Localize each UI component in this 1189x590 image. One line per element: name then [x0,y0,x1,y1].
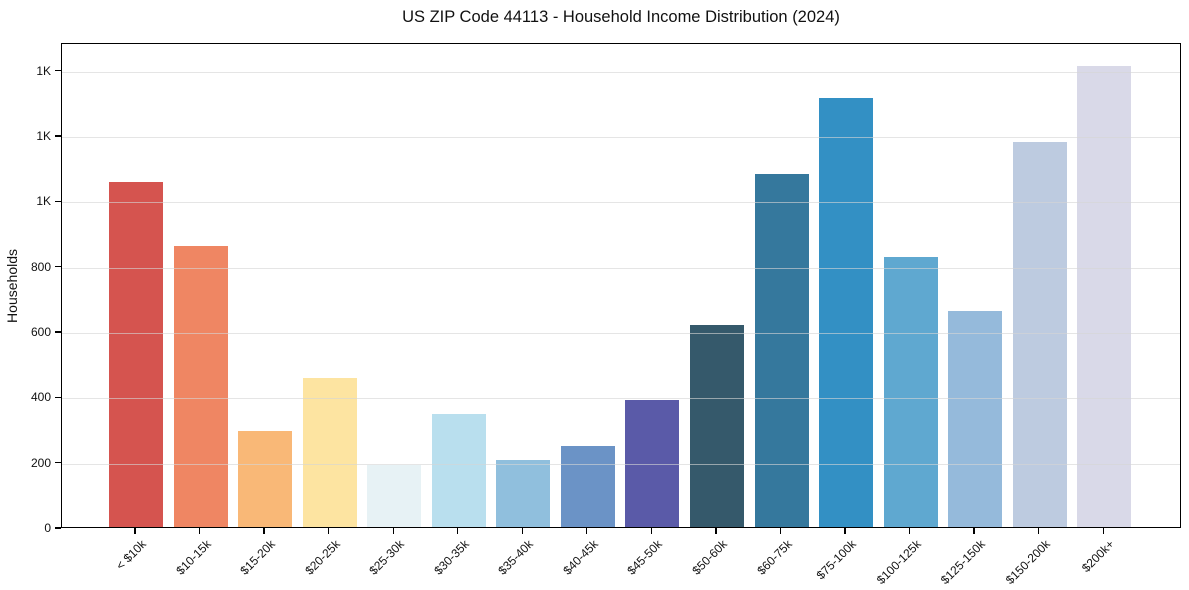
bar-25-30k [367,465,422,527]
bar-10-15k [173,245,228,527]
x-tick-label-100-125k: $100-125k [873,537,924,588]
x-tick-mark-25-30k [392,528,394,534]
x-tick-label-125-150k: $125-150k [937,537,988,588]
y-tick-label-0: 0 [44,521,51,535]
y-tick-label-400: 400 [30,390,51,405]
x-tick-mark-60-75k [779,528,782,534]
bar-50-60k [689,324,744,527]
y-tick-label-1400: 1K [36,63,51,78]
x-tick-mark-10-15k [198,528,201,534]
x-tick-label-20-25k: $20-25k [301,537,343,578]
x-tick-label-75-100k: $75-100k [813,537,859,583]
x-tick-label-30-35k: $30-35k [431,537,472,578]
y-tick-mark-1400 [55,70,61,72]
x-tick-label-200k: $200k+ [1079,537,1118,575]
plot-area [61,43,1181,528]
bar-40-45k [560,446,615,527]
bar-100-125k [883,257,938,527]
gridline-200 [62,463,1180,465]
y-tick-mark-400 [55,396,61,399]
x-tick-mark-30-35k [457,528,459,534]
gridline-600 [62,333,1180,334]
y-tick-label-1200: 1K [36,129,51,144]
x-tick-label-15-20k: $15-20k [237,537,278,578]
x-tick-mark-125-150k [973,528,975,534]
bar-75-100k [819,97,874,527]
x-tick-label-10-15k: $10-15k [172,537,214,578]
x-tick-mark-45-50k [650,528,653,534]
y-tick-mark-1000 [55,200,61,203]
bar-45-50k [625,400,680,527]
bar-60-75k [754,173,809,527]
x-tick-label-10k: < $10k [113,537,149,573]
gridline-1000 [62,202,1180,204]
y-tick-mark-200 [55,462,61,464]
x-tick-label-60-75k: $60-75k [753,537,795,578]
x-tick-label-45-50k: $45-50k [624,537,666,578]
y-tick-label-600: 600 [30,325,51,339]
bar-200k [1077,66,1132,527]
y-axis-label-wrap: Households [2,43,22,528]
x-tick-label-50-60k: $50-60k [689,537,730,578]
bar-150-200k [1012,141,1067,527]
x-tick-label-150-200k: $150-200k [1002,537,1053,588]
x-tick-mark-100-125k [908,528,911,534]
bar-35-40k [496,460,551,527]
gridline-800 [62,267,1180,269]
gridline-1400 [62,71,1180,73]
bar-125-150k [948,310,1003,527]
y-tick-mark-800 [55,266,61,268]
x-tick-label-25-30k: $25-30k [366,537,408,578]
y-tick-label-200: 200 [30,455,51,470]
x-tick-mark-15-20k [263,528,265,534]
bar-20-25k [302,378,357,527]
x-tick-mark-150-200k [1038,528,1040,534]
y-tick-mark-600 [55,331,61,333]
x-tick-mark-10k [134,528,136,534]
x-tick-mark-40-45k [586,528,588,534]
gridline-1200 [62,137,1180,139]
y-tick-mark-0 [55,527,61,529]
x-tick-mark-35-40k [521,528,523,534]
x-tick-label-40-45k: $40-45k [560,537,601,578]
x-tick-label-35-40k: $35-40k [495,537,537,578]
bar-10k [109,182,163,527]
x-tick-mark-75-100k [844,528,846,534]
gridline-400 [62,398,1180,400]
x-tick-mark-200k [1102,528,1104,534]
x-tick-mark-50-60k [715,528,717,534]
x-tick-mark-20-25k [327,528,330,534]
y-axis-label: Households [4,248,20,323]
y-tick-mark-1200 [55,135,61,137]
chart-title: US ZIP Code 44113 - Household Income Dis… [402,8,840,26]
y-tick-label-800: 800 [30,259,51,274]
bar-15-20k [238,431,293,527]
y-tick-label-1000: 1K [36,194,51,209]
bar-30-35k [431,413,486,527]
